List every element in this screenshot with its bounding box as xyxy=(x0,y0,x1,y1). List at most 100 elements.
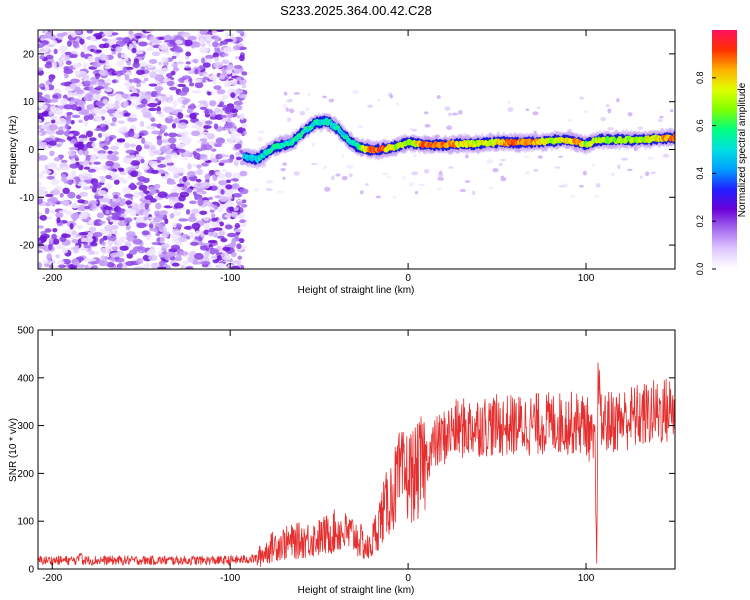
noise-speckle xyxy=(65,85,71,92)
noise-speckle xyxy=(135,35,142,39)
noise-speckle xyxy=(224,32,229,39)
noise-speckle xyxy=(199,244,208,251)
noise-speckle xyxy=(224,224,233,230)
noise-speckle xyxy=(444,106,451,111)
snr-panel: -200 -100 0 100 0 100 200 300 400 500 Height of … xyxy=(8,326,676,596)
noise-speckle xyxy=(76,142,85,150)
noise-speckle xyxy=(116,60,124,67)
noise-speckle xyxy=(97,108,107,116)
noise-speckle xyxy=(437,174,444,178)
noise-speckle xyxy=(113,194,119,199)
noise-speckle xyxy=(533,130,537,134)
noise-speckle xyxy=(104,65,111,70)
noise-speckle xyxy=(78,232,89,236)
noise-speckle xyxy=(670,109,674,113)
noise-speckle xyxy=(65,210,73,216)
snr-xtick-label: 0 xyxy=(405,573,411,584)
noise-speckle xyxy=(204,251,210,258)
noise-speckle xyxy=(106,183,112,190)
noise-speckle xyxy=(92,231,103,238)
noise-speckle xyxy=(169,94,174,101)
noise-speckle xyxy=(165,264,171,269)
noise-speckle xyxy=(658,118,663,123)
noise-speckle xyxy=(160,146,168,153)
noise-speckle xyxy=(600,116,607,122)
noise-speckle xyxy=(208,75,218,81)
noise-speckle xyxy=(424,135,431,140)
noise-speckle xyxy=(233,228,243,233)
snr-ytick-label: 500 xyxy=(17,326,34,337)
noise-speckle xyxy=(176,49,184,53)
noise-speckle xyxy=(199,46,209,54)
noise-speckle xyxy=(202,157,209,162)
noise-speckle xyxy=(177,112,184,119)
noise-speckle xyxy=(69,83,76,89)
noise-speckle xyxy=(205,178,210,183)
noise-speckle xyxy=(181,99,189,105)
noise-speckle xyxy=(233,64,243,69)
noise-speckle xyxy=(67,92,76,98)
noise-speckle xyxy=(650,171,656,174)
noise-speckle xyxy=(138,41,148,47)
noise-speckle xyxy=(60,159,68,163)
noise-speckle xyxy=(142,165,150,171)
noise-speckle xyxy=(231,251,237,258)
snr-ytick-label: 300 xyxy=(17,421,34,432)
snr-frame xyxy=(37,329,676,570)
snr-y-label: SNR (10 * v/v) xyxy=(8,418,19,482)
noise-speckle xyxy=(87,114,94,120)
noise-speckle xyxy=(207,91,212,96)
noise-speckle xyxy=(44,207,50,215)
noise-speckle xyxy=(45,31,54,39)
noise-speckle xyxy=(181,140,191,145)
noise-speckle xyxy=(76,264,86,268)
noise-speckle xyxy=(239,188,249,195)
noise-speckle xyxy=(83,186,91,191)
noise-speckle xyxy=(234,137,241,143)
noise-speckle xyxy=(121,178,128,184)
chart-title: S233.2025.364.00.42.C28 xyxy=(280,3,432,18)
noise-speckle xyxy=(151,51,160,57)
noise-speckle xyxy=(177,61,184,65)
noise-speckle xyxy=(136,181,144,186)
noise-speckle xyxy=(459,189,467,193)
noise-speckle xyxy=(85,130,94,138)
noise-speckle xyxy=(225,184,233,190)
noise-speckle xyxy=(55,254,60,259)
noise-speckle xyxy=(98,133,103,138)
noise-speckle xyxy=(38,172,44,179)
noise-speckle xyxy=(111,116,117,123)
noise-speckle xyxy=(181,104,186,109)
noise-speckle xyxy=(126,234,135,242)
noise-speckle xyxy=(181,31,191,38)
noise-speckle xyxy=(64,51,72,56)
noise-speckle xyxy=(105,174,112,180)
noise-speckle xyxy=(238,93,247,99)
noise-speckle xyxy=(72,41,79,48)
noise-speckle xyxy=(212,52,219,58)
noise-speckle xyxy=(161,231,169,238)
noise-speckle xyxy=(49,150,55,157)
noise-speckle xyxy=(213,85,222,90)
noise-speckle xyxy=(136,104,146,108)
noise-speckle xyxy=(135,98,141,105)
noise-speckle xyxy=(525,108,530,112)
noise-speckle xyxy=(75,89,84,95)
noise-speckle xyxy=(164,254,171,261)
noise-speckle xyxy=(70,119,75,125)
spectrogram-x-label: Height of straight line (km) xyxy=(298,285,415,296)
noise-speckle xyxy=(161,138,170,144)
noise-speckle xyxy=(189,82,195,87)
noise-speckle xyxy=(386,176,392,179)
noise-speckle xyxy=(44,228,52,233)
noise-speckle xyxy=(323,165,327,170)
noise-speckle xyxy=(330,175,335,181)
noise-speckle xyxy=(627,112,633,117)
noise-speckle xyxy=(38,198,43,205)
noise-speckle xyxy=(53,156,61,162)
noise-speckle xyxy=(83,62,88,69)
noise-speckle xyxy=(571,133,579,137)
noise-speckle xyxy=(47,260,56,264)
noise-speckle xyxy=(78,110,89,116)
noise-speckle xyxy=(222,53,229,57)
